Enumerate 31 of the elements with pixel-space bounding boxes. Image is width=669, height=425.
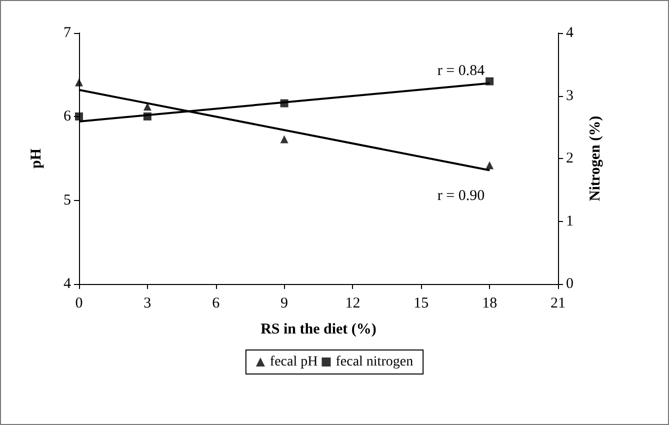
point bbox=[280, 135, 288, 144]
y-tick-label: 5 bbox=[64, 192, 71, 208]
annotation: r = 0.84 bbox=[437, 63, 486, 79]
x-tick-label: 21 bbox=[550, 296, 566, 312]
y-axis-title: pH bbox=[28, 148, 44, 169]
x-tick-label: 6 bbox=[212, 296, 220, 312]
y2-tick-label: 1 bbox=[566, 213, 574, 230]
y-tick-label: 6 bbox=[64, 108, 72, 125]
y-tick-label: 4 bbox=[64, 276, 72, 292]
y2-axis-title: Nitrogen (%) bbox=[588, 116, 604, 202]
x-tick-label: 12 bbox=[345, 296, 360, 312]
x-tick-label: 15 bbox=[414, 296, 429, 312]
y2-tick-label: 4 bbox=[566, 25, 574, 41]
x-tick-label: 18 bbox=[482, 296, 498, 312]
x-tick-label: 9 bbox=[280, 296, 288, 312]
y2-tick-label: 3 bbox=[566, 88, 574, 104]
point bbox=[280, 99, 288, 108]
y2-tick-label: 0 bbox=[566, 276, 574, 292]
legend-label: fecal pH bbox=[270, 354, 318, 370]
x-tick-label: 0 bbox=[75, 296, 83, 312]
point bbox=[143, 112, 152, 120]
point bbox=[75, 112, 83, 120]
y-tick-label: 7 bbox=[64, 25, 72, 41]
y2-tick-label: 2 bbox=[566, 150, 574, 166]
point bbox=[486, 77, 494, 86]
point bbox=[75, 78, 83, 86]
annotation: r = 0.90 bbox=[437, 188, 485, 204]
x-tick-label: 3 bbox=[144, 296, 152, 312]
point bbox=[486, 161, 494, 170]
x-axis-title: RS in the diet (%) bbox=[260, 322, 376, 338]
legend-label: fecal nitrogen bbox=[336, 354, 414, 370]
